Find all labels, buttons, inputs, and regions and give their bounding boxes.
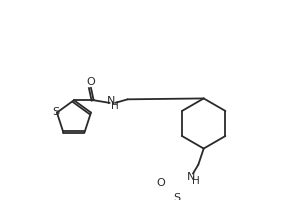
Text: O: O [87,77,95,87]
Text: H: H [192,176,200,186]
Text: H: H [111,101,119,111]
Text: N: N [107,96,116,106]
Text: S: S [173,193,181,200]
Text: S: S [52,107,60,117]
Text: N: N [187,172,195,182]
Text: O: O [156,178,165,188]
